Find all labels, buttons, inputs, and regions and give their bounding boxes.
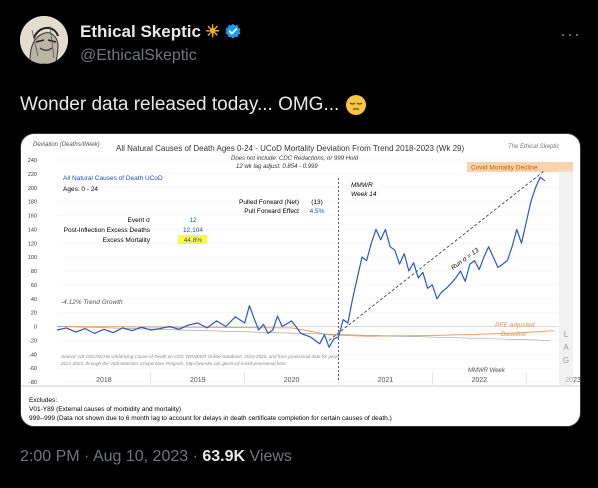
pulled-value-effect: 4.5%	[310, 208, 325, 215]
y-tick-label: 180	[28, 200, 37, 206]
stats-block: Event σ 12 Post-Inflection Excess Deaths…	[64, 217, 207, 244]
meta-separator: ·	[84, 448, 90, 465]
y-tick-label: 40	[31, 297, 37, 303]
mortality-chart: Deviation (Deaths/Week) All Natural Caus…	[21, 142, 580, 422]
covid-decline-label: Covid Mortality Decline	[471, 165, 538, 172]
source-line-2: 2021-2023, through the Vital Statistics …	[60, 361, 286, 366]
y-axis: -80 -60 -40 -20 0 20 40 60 80 100 120 140 160 180 200 2…	[28, 158, 559, 386]
lag-band	[559, 170, 573, 385]
pensive-emoji	[345, 94, 367, 116]
y-tick-label: 0	[34, 325, 37, 331]
exclusion-line-2: 999--999 (Data not shown due to 6 month …	[29, 415, 392, 422]
stat-label-excess-mortality: Excess Mortality	[103, 237, 151, 244]
trend-line	[56, 326, 550, 341]
covid-decline-box	[467, 162, 573, 172]
chart-subtitle-1: Does not include: CDC Redactions, or 999…	[231, 156, 359, 162]
meta-separator-2: ·	[192, 448, 198, 465]
more-options-icon[interactable]: ···	[560, 24, 581, 44]
mortality-series-line	[56, 176, 546, 348]
plot-area	[56, 170, 559, 382]
stat-value-event-sigma: 12	[189, 217, 197, 224]
lag-letter-l: L	[564, 330, 569, 339]
y-tick-label: 100	[28, 255, 37, 261]
y-axis-label: Deviation (Deaths/Week)	[33, 142, 100, 148]
run-line	[328, 170, 546, 341]
tweet-date[interactable]: Aug 10, 2023	[92, 448, 189, 465]
sun-emoji: ☀	[204, 22, 221, 41]
y-tick-label: -20	[29, 338, 37, 344]
tweet-text: Wonder data released today... OMG...	[20, 94, 340, 115]
x-tick-label: 2018	[96, 377, 112, 384]
display-name-row[interactable]: Ethical Skeptic ☀	[80, 22, 242, 42]
exclusions-title: Excludes:	[29, 397, 57, 404]
pensive-face-icon	[346, 95, 367, 115]
chart-subtitle-2: 12 wk lag adjust: 0.854 - 0.999	[236, 164, 318, 170]
pfe-baseline-line	[56, 326, 555, 337]
y-tick-label: 200	[28, 186, 37, 192]
legend-ages: Ages: 0 - 24	[63, 186, 98, 193]
lag-letter-g: G	[563, 356, 569, 365]
exclusion-line-1: V01-Y89 (External causes of morbidity an…	[29, 406, 181, 413]
run-sigma-label: Run σ = 13	[450, 247, 481, 272]
x-axis: 201820192020202120222023	[96, 372, 580, 385]
mmwr-week-label: MMWR Week	[468, 368, 506, 374]
pfe-label-1: PFE Adjusted	[495, 322, 535, 329]
stat-label-excess-deaths: Post-Inflection Excess Deaths	[64, 227, 151, 234]
handle[interactable]: @EthicalSkeptic	[80, 47, 197, 64]
legend-title: All Natural Causes of Death UCoD	[63, 175, 163, 182]
y-tick-label: -40	[29, 352, 37, 358]
lag-letter-a: A	[563, 343, 569, 352]
y-tick-label: -60	[29, 366, 37, 372]
stat-value-excess-mortality: 44.8%	[184, 237, 203, 244]
y-tick-label: -80	[29, 380, 37, 386]
x-tick-label: 2020	[284, 377, 300, 384]
stat-label-event-sigma: Event σ	[128, 217, 150, 224]
tweet-meta: 2:00 PM · Aug 10, 2023 · 63.9K Views	[20, 448, 292, 466]
source-line-1: Source: US CDC/NCHS Underlying Cause of …	[61, 354, 340, 359]
pulled-label-net: Pulled Forward (Net)	[239, 199, 299, 206]
y-tick-label: 240	[28, 158, 37, 164]
trend-growth-label: -4.12% Trend Growth	[61, 299, 123, 306]
sketch-portrait-icon	[20, 16, 68, 64]
avatar[interactable]	[20, 16, 68, 64]
tweet-image[interactable]: Deviation (Deaths/Week) All Natural Caus…	[20, 133, 581, 427]
views-label: Views	[249, 448, 292, 465]
y-tick-label: 80	[31, 269, 37, 275]
week-label: Week 14	[351, 191, 377, 198]
watermark: The Ethical Skeptic	[508, 144, 559, 150]
chart-title: All Natural Causes of Death Ages 0-24 - …	[116, 144, 464, 153]
excess-mortality-highlight	[178, 235, 207, 244]
pfe-label-2: Baseline	[501, 331, 526, 338]
tweet-time[interactable]: 2:00 PM	[20, 448, 80, 465]
display-name[interactable]: Ethical Skeptic	[80, 22, 201, 41]
y-tick-label: 220	[28, 172, 37, 178]
x-tick-label: 2022	[471, 377, 487, 384]
verified-badge-icon	[225, 23, 241, 39]
pulled-block: Pulled Forward (Net) (13) Pull Forward E…	[239, 199, 325, 215]
x-tick-label: 2021	[378, 377, 394, 384]
y-tick-label: 60	[31, 283, 37, 289]
y-tick-label: 160	[28, 214, 37, 220]
mmwr-label: MMWR	[351, 182, 373, 189]
x-tick-label: 2019	[190, 377, 206, 384]
views-count[interactable]: 63.9K	[202, 448, 246, 465]
pulled-label-effect: Pull Forward Effect	[244, 208, 299, 215]
y-tick-label: 20	[31, 311, 37, 317]
stat-value-excess-deaths: 12,104	[183, 227, 203, 234]
y-tick-label: 140	[28, 227, 37, 233]
pulled-value-net: (13)	[311, 199, 323, 206]
tweet-text-row: Wonder data released today... OMG...	[20, 94, 367, 116]
y-tick-label: 120	[28, 241, 37, 247]
